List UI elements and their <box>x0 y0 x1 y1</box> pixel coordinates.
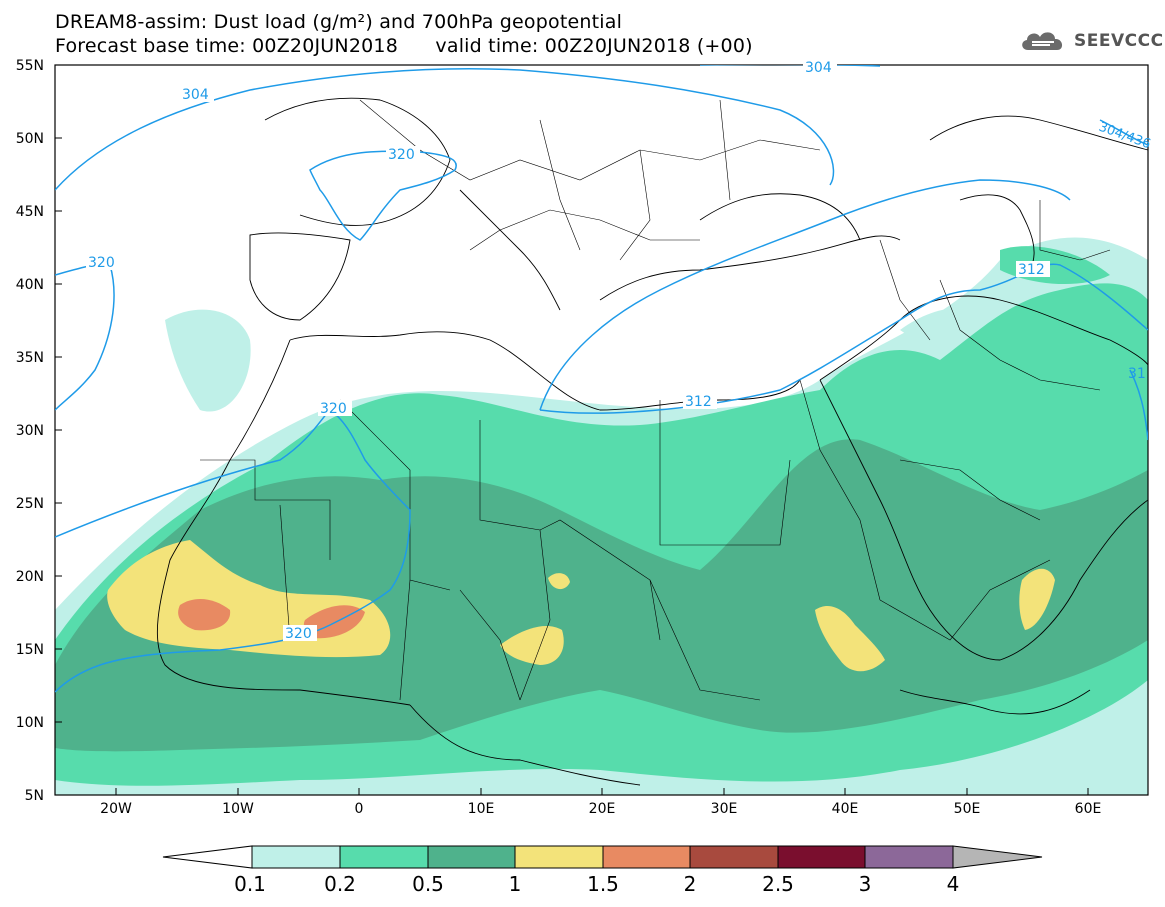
lon-label: 20E <box>589 801 616 817</box>
lat-label: 45N <box>16 204 44 220</box>
legend-label: 2.5 <box>762 872 794 896</box>
latitude-ticks <box>55 137 1089 795</box>
legend-label: 1.5 <box>587 872 619 896</box>
logo-text: SEEVCCC <box>1074 31 1164 51</box>
lon-label: 10E <box>468 801 495 817</box>
contour-label: 304 <box>182 87 209 103</box>
lat-label: 35N <box>16 350 44 366</box>
country-borders <box>200 99 1111 701</box>
lon-label: 50E <box>954 801 981 817</box>
lat-label: 20N <box>16 569 44 585</box>
legend-lower-arrow <box>162 845 253 869</box>
lon-label: 60E <box>1075 801 1102 817</box>
lat-label: 55N <box>16 58 44 74</box>
legend-box <box>427 845 516 869</box>
legend-upper-arrow <box>952 845 1043 869</box>
lon-label: 0 <box>355 801 364 817</box>
contour-label: 320 <box>388 147 415 163</box>
contour-label: 320 <box>285 626 312 642</box>
latitude-axis: 55N 50N 45N 40N 35N 30N 25N 20N 15N 10N … <box>16 58 44 804</box>
dust-fields <box>55 237 1148 795</box>
lon-label: 20W <box>100 801 132 817</box>
legend-label: 4 <box>947 872 960 896</box>
legend-label: 2 <box>684 872 697 896</box>
legend-label: 3 <box>859 872 872 896</box>
lat-label: 25N <box>16 496 44 512</box>
legend-box <box>602 845 691 869</box>
lon-label: 30E <box>711 801 738 817</box>
longitude-axis: 20W 10W 0 10E 20E 30E 40E 50E 60E <box>100 801 1101 817</box>
lat-label: 50N <box>16 131 44 147</box>
contour-label: 320 <box>88 255 115 271</box>
map-title: DREAM8-assim: Dust load (g/m²) and 700hP… <box>55 11 623 33</box>
legend-box <box>514 845 604 869</box>
seevccc-logo: SEEVCCC <box>1018 26 1163 56</box>
color-legend: 0.1 0.2 0.5 1 1.5 2 2.5 3 4 <box>162 845 1043 896</box>
cloud-icon <box>1022 32 1063 50</box>
lon-label: 10W <box>222 801 254 817</box>
legend-box <box>689 845 779 869</box>
legend-label: 0.2 <box>324 872 356 896</box>
lat-label: 40N <box>16 277 44 293</box>
lat-label: 5N <box>25 788 44 804</box>
contour-label: 304 <box>805 60 832 76</box>
lat-label: 30N <box>16 423 44 439</box>
lon-label: 40E <box>832 801 859 817</box>
legend-label: 1 <box>509 872 522 896</box>
contour-label: 312 <box>685 394 712 410</box>
contour-label: 31 <box>1128 366 1146 382</box>
legend-label: 0.1 <box>234 872 266 896</box>
forecast-time-label: Forecast base time: 00Z20JUN2018 valid t… <box>55 35 753 57</box>
contour-label: 304/436 <box>1097 120 1153 153</box>
legend-box <box>251 845 341 869</box>
legend-box <box>864 845 954 869</box>
lat-label: 15N <box>16 642 44 658</box>
coastlines <box>156 97 1148 786</box>
contour-label: 320 <box>320 401 347 417</box>
contour-label: 312 <box>1018 262 1045 278</box>
legend-box <box>777 845 866 869</box>
legend-label: 0.5 <box>412 872 444 896</box>
lat-label: 10N <box>16 715 44 731</box>
legend-box <box>339 845 429 869</box>
